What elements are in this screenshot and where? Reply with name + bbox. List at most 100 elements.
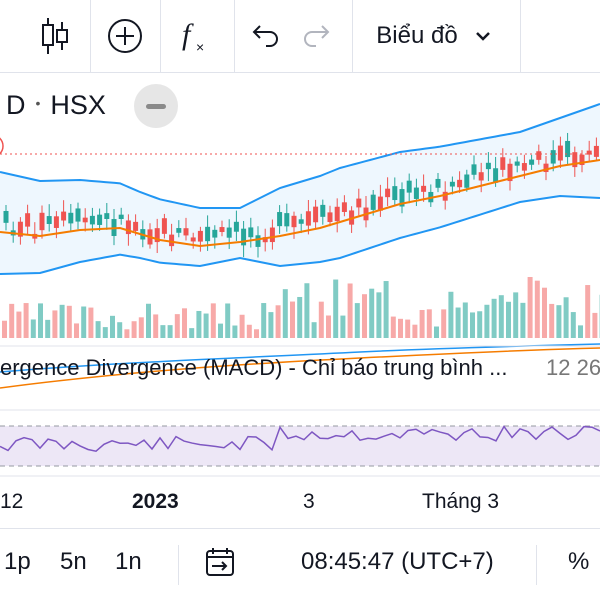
candle-body [500,157,505,170]
separator-dot: • [36,95,41,111]
volume-bar [139,317,144,338]
volume-bar [261,303,266,338]
volume-bar [74,323,79,338]
toolbar-separator [234,0,235,72]
candle-body [414,188,419,199]
volume-bar [484,305,489,338]
volume-bar [340,316,345,338]
add-symbol-button[interactable] [92,0,158,72]
formula-button[interactable]: f × [162,0,232,72]
volume-bar [319,302,324,338]
candle-body [76,208,81,221]
minus-icon [146,104,166,109]
candle-body [551,150,556,163]
chart-type-label: Biểu đồ [376,22,457,50]
chevron-down-icon [472,25,494,47]
time-axis-label: 3 [303,490,315,514]
candlestick-icon [38,16,72,56]
candle-body [119,215,124,219]
volume-bar [326,316,331,338]
volume-bar [412,325,417,338]
volume-bar [556,305,561,338]
volume-bar [564,297,569,338]
candle-body [529,160,534,165]
volume-bar [290,302,295,338]
range-button-1n[interactable]: 1n [115,548,142,576]
rsi-band [0,426,600,466]
candle-body [313,207,318,223]
top-toolbar: f × Biểu đồ [0,0,600,73]
redo-button[interactable] [292,0,342,72]
indicator-legend-label[interactable]: ergence Divergence (MACD) - Chỉ báo trun… [0,355,507,381]
volume-bar [189,328,194,338]
volume-bar [333,280,338,338]
candle-body [450,182,455,187]
percent-scale-button[interactable]: % [568,548,589,576]
candle-body [68,213,73,224]
candle-body [522,163,527,171]
candle-body [90,216,95,225]
volume-bar [405,320,410,338]
volume-bar [592,313,597,338]
volume-bar [103,327,108,338]
volume-bar [369,289,374,338]
volume-bar [96,321,101,338]
redo-icon [302,24,332,48]
candle-body [212,230,217,238]
volume-bar [38,303,43,338]
undo-button[interactable] [240,0,290,72]
candle-body [306,211,311,225]
candle-body [565,141,570,157]
range-button-5n[interactable]: 5n [60,548,87,576]
goto-date-button[interactable] [204,546,238,585]
volume-bar [196,311,201,338]
volume-bar [283,289,288,338]
bottom-toolbar [0,528,600,601]
volume-bar [146,304,151,338]
candle-body [392,186,397,200]
time-axis-label: 12 [0,490,23,514]
chart-type-dropdown[interactable]: Biểu đồ [360,0,510,72]
exchange-label: HSX [50,90,106,121]
candle-body [407,181,412,193]
volume-bar [211,303,216,338]
volume-bar [153,314,158,338]
volume-bar [218,324,223,338]
candle-body [536,151,541,160]
toolbar-separator [352,0,353,72]
svg-text:f: f [182,18,194,51]
volume-bar [427,309,432,338]
candle-body [457,180,462,187]
candle-body [277,212,282,226]
candle-body [594,146,599,157]
toolbar-separator [520,0,521,72]
volume-bar [225,303,230,338]
volume-bar [520,303,525,338]
candle-body [443,192,448,201]
volume-bar [204,314,209,338]
collapse-legend-button[interactable] [134,84,178,128]
candle-body [25,213,30,226]
candle-body [335,207,340,221]
candle-body [227,228,232,238]
candle-body [328,212,333,222]
range-button-1p[interactable]: 1p [4,548,31,576]
candle-body [479,172,484,180]
symbol-info[interactable]: D • HSX [0,80,106,130]
indicators-button[interactable] [20,0,90,72]
volume-bar [355,303,360,338]
candle-body [184,228,189,235]
volume-bar [268,312,273,338]
clock-time[interactable]: 08:45:47 (UTC+7) [301,548,494,576]
candle-body [248,227,253,237]
volume-bar [463,302,468,338]
volume-bar [384,281,389,338]
bottom-separator [178,545,179,585]
candle-body [472,164,477,174]
candle-body [515,162,520,166]
volume-bar [9,304,14,338]
volume-bar [441,309,446,338]
toolbar-separator [160,0,161,72]
volume-bar [175,314,180,338]
undo-icon [250,24,280,48]
